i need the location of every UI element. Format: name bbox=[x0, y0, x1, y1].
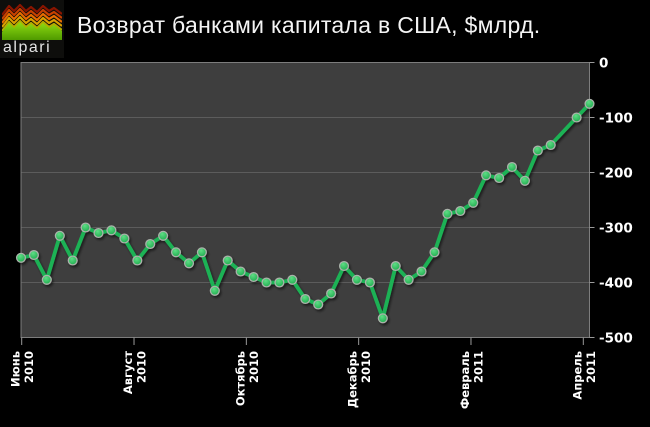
data-point-marker bbox=[455, 205, 466, 217]
data-point-marker bbox=[183, 258, 195, 269]
data-point-marker bbox=[300, 293, 311, 305]
alpari-ridge-line bbox=[2, 11, 62, 24]
alpari-mountains-icon bbox=[2, 3, 62, 40]
plot-area bbox=[21, 62, 590, 338]
data-point-marker bbox=[403, 274, 414, 285]
x-axis-label-month: Декабрь bbox=[346, 351, 360, 408]
data-point-marker bbox=[28, 249, 39, 261]
data-point-marker bbox=[519, 175, 530, 186]
data-point-marker bbox=[222, 255, 233, 266]
alpari-ridge-line bbox=[2, 19, 62, 32]
x-axis-label-year: 2010 bbox=[22, 351, 36, 383]
x-axis-label-month: Октябрь bbox=[233, 351, 247, 406]
x-axis-label-month: Июнь bbox=[9, 351, 23, 387]
data-point-marker bbox=[248, 271, 259, 283]
x-axis-label-month: Февраль bbox=[458, 351, 472, 409]
data-point-marker bbox=[67, 255, 78, 266]
data-point-marker bbox=[571, 112, 582, 123]
data-point-marker bbox=[106, 225, 117, 236]
data-point-marker bbox=[545, 139, 556, 151]
data-point-marker bbox=[261, 277, 272, 288]
x-axis-label: Декабрь 2010 bbox=[346, 351, 374, 408]
x-axis-label: Апрель 2011 bbox=[570, 351, 598, 400]
data-point-marker bbox=[132, 255, 143, 266]
data-point-marker bbox=[377, 313, 388, 324]
data-point-marker bbox=[326, 288, 337, 299]
x-axis-label-year: 2010 bbox=[247, 351, 261, 383]
x-axis-label: Июнь 2010 bbox=[9, 351, 37, 387]
y-axis-label: -200 bbox=[599, 166, 633, 182]
data-point-marker bbox=[390, 260, 401, 272]
data-point-marker bbox=[429, 247, 440, 258]
alpari-mountain-fill bbox=[2, 22, 62, 40]
data-point-marker bbox=[442, 208, 453, 219]
data-point-marker bbox=[235, 266, 246, 277]
alpari-logo: alpari bbox=[0, 0, 64, 58]
alpari-ridge-line bbox=[2, 3, 62, 16]
data-point-marker bbox=[170, 247, 182, 258]
x-axis-label-year: 2011 bbox=[471, 351, 485, 383]
data-point-marker bbox=[468, 197, 479, 208]
y-axis-label: -100 bbox=[599, 111, 633, 127]
data-point-marker bbox=[338, 260, 350, 272]
data-point-marker bbox=[287, 274, 298, 285]
data-point-marker bbox=[481, 170, 492, 181]
data-point-marker bbox=[93, 227, 104, 239]
chart-title: Возврат банками капитала в США, $млрд. bbox=[77, 12, 541, 38]
data-point-marker bbox=[158, 230, 169, 241]
x-axis-label: Октябрь 2010 bbox=[233, 351, 261, 406]
x-axis-label: Февраль 2011 bbox=[458, 351, 486, 409]
alpari-ridge-line bbox=[2, 15, 62, 28]
x-axis-label-year: 2010 bbox=[359, 351, 373, 383]
x-axis-label-month: Август bbox=[121, 351, 135, 394]
data-point-marker bbox=[80, 222, 91, 233]
data-point-marker bbox=[532, 145, 543, 156]
x-axis-label-year: 2011 bbox=[584, 351, 598, 383]
series-capital-return bbox=[15, 98, 595, 324]
data-point-marker bbox=[119, 233, 130, 244]
data-point-marker bbox=[196, 247, 207, 258]
alpari-ridge-line bbox=[2, 7, 62, 20]
data-point-marker bbox=[54, 230, 65, 241]
data-point-marker bbox=[313, 299, 324, 310]
y-axis-label: -500 bbox=[599, 331, 633, 347]
data-point-marker bbox=[15, 252, 27, 263]
x-axis-label: Август 2010 bbox=[121, 351, 149, 394]
data-point-marker bbox=[416, 266, 427, 277]
data-point-marker bbox=[584, 98, 595, 109]
data-point-marker bbox=[351, 274, 362, 285]
x-axis-label-month: Апрель bbox=[570, 351, 584, 400]
data-point-marker bbox=[364, 277, 375, 288]
alpari-logo-text: alpari bbox=[3, 39, 52, 56]
data-point-marker bbox=[506, 161, 518, 173]
y-axis-label: 0 bbox=[599, 56, 608, 72]
y-axis-label: -400 bbox=[599, 276, 633, 292]
data-point-marker bbox=[274, 277, 285, 288]
data-point-marker bbox=[145, 238, 156, 250]
plot-border bbox=[20, 62, 590, 338]
data-point-marker bbox=[209, 285, 220, 296]
y-axis-label: -300 bbox=[599, 221, 633, 237]
data-point-marker bbox=[41, 274, 52, 285]
x-axis-label-year: 2010 bbox=[135, 351, 149, 383]
data-point-marker bbox=[494, 172, 505, 184]
